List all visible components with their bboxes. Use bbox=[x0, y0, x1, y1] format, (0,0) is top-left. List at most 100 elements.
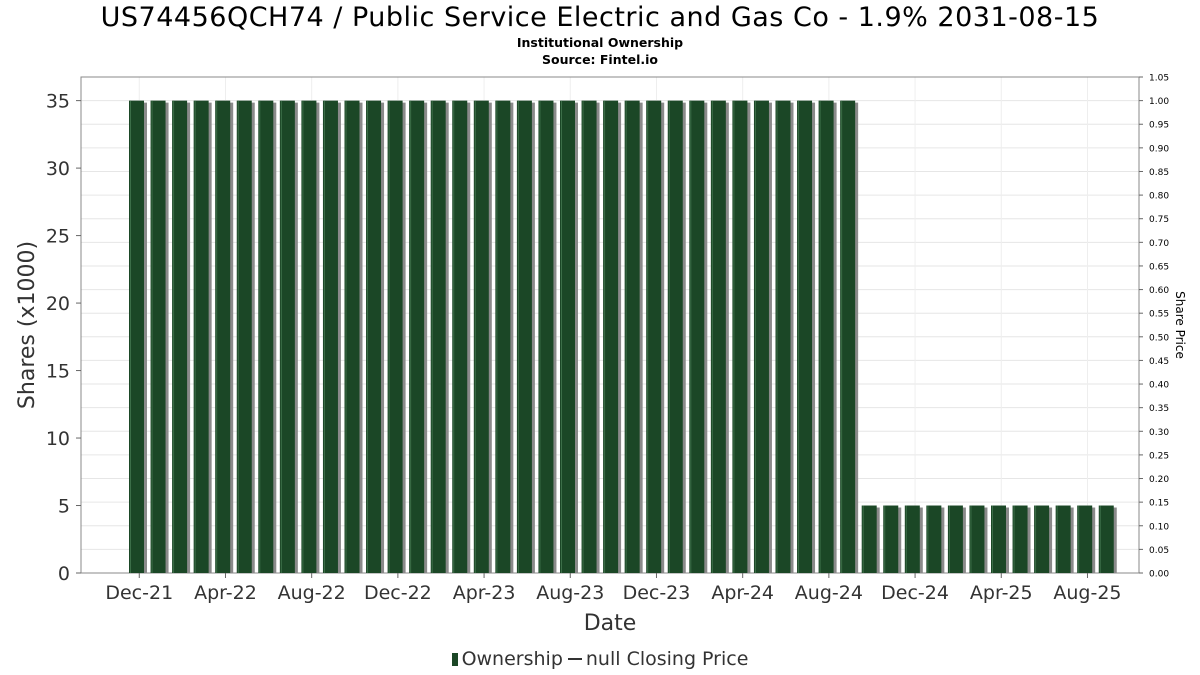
ownership-bar bbox=[538, 100, 554, 573]
y-axis-label: Shares (x1000) bbox=[15, 241, 40, 409]
ownership-bar bbox=[193, 100, 209, 573]
ownership-bar bbox=[236, 100, 252, 573]
ownership-bar bbox=[430, 100, 446, 573]
ownership-bar bbox=[452, 100, 468, 573]
y-axis-ticks: 0 5 10 15 20 25 30 35 bbox=[46, 91, 81, 585]
y2-tick-label: 0.25 bbox=[1149, 451, 1169, 461]
ownership-bar bbox=[495, 100, 511, 573]
chart-source: Source: Fintel.io bbox=[542, 52, 658, 67]
ownership-legend-label: Ownership bbox=[461, 648, 563, 670]
x-tick-label: Aug-22 bbox=[278, 582, 346, 604]
ownership-bar bbox=[797, 100, 813, 573]
chart-subtitle: Institutional Ownership bbox=[516, 35, 684, 50]
x-tick-label: Aug-24 bbox=[795, 582, 863, 604]
ownership-bar bbox=[926, 505, 942, 573]
x-tick-label: Dec-22 bbox=[364, 582, 432, 604]
y2-tick-label: 0.95 bbox=[1149, 121, 1169, 131]
y-tick-label: 20 bbox=[46, 293, 70, 315]
ownership-bar bbox=[861, 505, 877, 573]
chart-title: US74456QCH74 / Public Service Electric a… bbox=[100, 2, 1100, 33]
x-tick-label: Dec-21 bbox=[105, 582, 173, 604]
ownership-bar bbox=[473, 100, 489, 573]
ownership-bar bbox=[775, 100, 791, 573]
y2-tick-label: 0.00 bbox=[1149, 570, 1169, 580]
ownership-bar bbox=[1055, 505, 1071, 573]
y2-tick-label: 0.50 bbox=[1149, 333, 1169, 343]
ownership-bar bbox=[732, 100, 748, 573]
x-tick-label: Aug-23 bbox=[536, 582, 604, 604]
ownership-bar bbox=[818, 100, 834, 573]
y2-tick-label: 0.75 bbox=[1149, 215, 1169, 225]
y2-tick-label: 0.60 bbox=[1149, 286, 1169, 296]
ownership-bar bbox=[883, 505, 899, 573]
ownership-bar bbox=[129, 100, 144, 573]
ownership-bar bbox=[301, 100, 317, 573]
ownership-bar bbox=[215, 100, 231, 573]
ownership-bar bbox=[624, 100, 640, 573]
ownership-bar bbox=[710, 100, 726, 573]
ownership-bar bbox=[1034, 505, 1050, 573]
x-tick-label: Aug-25 bbox=[1053, 582, 1121, 604]
ownership-bar bbox=[840, 100, 856, 573]
ownership-bar bbox=[366, 100, 382, 573]
y2-tick-label: 0.40 bbox=[1149, 381, 1169, 391]
ownership-bar bbox=[322, 100, 338, 573]
ownership-bar bbox=[150, 100, 166, 573]
ownership-bar bbox=[258, 100, 274, 573]
x-axis-label: Date bbox=[584, 611, 637, 636]
ownership-bar bbox=[387, 100, 403, 573]
ownership-bar bbox=[646, 100, 662, 573]
x-tick-label: Apr-24 bbox=[711, 582, 774, 604]
x-tick-label: Apr-25 bbox=[970, 582, 1033, 604]
closing-price-legend-label: null Closing Price bbox=[585, 648, 749, 670]
ownership-bar bbox=[1098, 505, 1114, 573]
ownership-bar bbox=[689, 100, 705, 573]
y2-tick-label: 0.85 bbox=[1149, 168, 1169, 178]
ownership-bar bbox=[581, 100, 597, 573]
x-tick-label: Apr-23 bbox=[453, 582, 516, 604]
y2-tick-label: 0.55 bbox=[1149, 310, 1169, 320]
ownership-bar bbox=[279, 100, 295, 573]
ownership-bar bbox=[904, 505, 920, 573]
ownership-bar bbox=[969, 505, 985, 573]
y2-tick-label: 0.45 bbox=[1149, 357, 1169, 367]
y2-tick-label: 0.10 bbox=[1149, 522, 1169, 532]
ownership-bar bbox=[753, 100, 769, 573]
y-tick-label: 30 bbox=[46, 158, 70, 180]
x-tick-label: Apr-22 bbox=[194, 582, 257, 604]
ownership-legend-swatch bbox=[451, 653, 458, 666]
y2-tick-label: 0.35 bbox=[1149, 404, 1169, 414]
y-tick-label: 10 bbox=[46, 428, 70, 450]
y2-tick-label: 1.05 bbox=[1149, 74, 1169, 84]
chart-legend: Ownership null Closing Price bbox=[0, 648, 1200, 670]
ownership-bar bbox=[172, 100, 188, 573]
ownership-bar bbox=[947, 505, 963, 573]
y-tick-label: 5 bbox=[58, 496, 70, 518]
y2-tick-label: 0.70 bbox=[1149, 239, 1169, 249]
y2-axis-label: Share Price bbox=[1173, 291, 1187, 359]
y2-tick-label: 0.20 bbox=[1149, 475, 1169, 485]
ownership-bar bbox=[667, 100, 683, 573]
ownership-bar bbox=[516, 100, 532, 573]
x-tick-label: Dec-24 bbox=[881, 582, 949, 604]
x-axis-ticks: Dec-21 Apr-22 Aug-22 Dec-22 Apr-23 Aug-23 Dec-… bbox=[105, 573, 1122, 604]
y2-tick-label: 0.30 bbox=[1149, 428, 1169, 438]
y2-tick-label: 0.15 bbox=[1149, 499, 1169, 509]
y2-axis-ticks: 0.00 0.05 0.10 0.15 0.20 0.25 0.30 0.35 0.40 0.45… bbox=[1139, 74, 1169, 580]
ownership-bar bbox=[603, 100, 619, 573]
ownership-bar bbox=[344, 100, 360, 573]
y2-tick-label: 0.80 bbox=[1149, 192, 1169, 202]
y2-tick-label: 1.00 bbox=[1149, 97, 1169, 107]
y2-tick-label: 0.05 bbox=[1149, 546, 1169, 556]
ownership-bar bbox=[1012, 505, 1028, 573]
ownership-bar bbox=[1077, 505, 1093, 573]
y-tick-label: 25 bbox=[46, 226, 70, 248]
bars-layer bbox=[129, 100, 1117, 573]
y-tick-label: 15 bbox=[46, 361, 70, 383]
ownership-bar bbox=[991, 505, 1006, 573]
ownership-bar bbox=[560, 100, 575, 573]
y2-tick-label: 0.90 bbox=[1149, 144, 1169, 154]
x-tick-label: Dec-23 bbox=[623, 582, 691, 604]
y-tick-label: 35 bbox=[46, 91, 70, 113]
